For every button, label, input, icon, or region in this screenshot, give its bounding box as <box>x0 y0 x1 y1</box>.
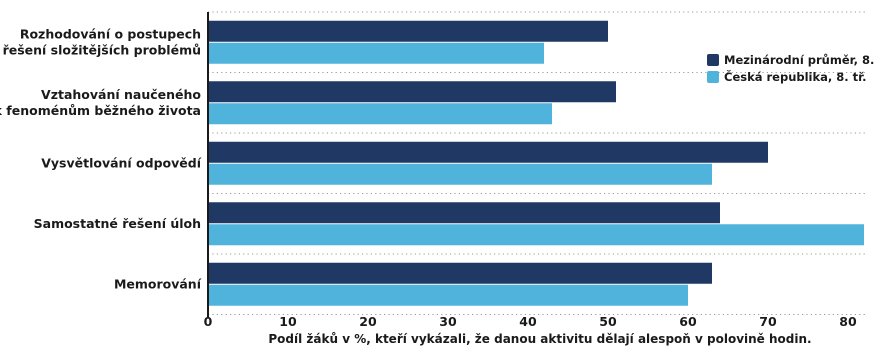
bar-czech-3 <box>208 224 864 246</box>
bar-czech-4 <box>208 284 688 306</box>
legend-label: Česká republika, 8. tř. <box>724 69 867 84</box>
x-tick-label: 70 <box>759 314 777 329</box>
bars <box>208 20 864 306</box>
category-label: Memorování <box>114 276 202 291</box>
bar-international-0 <box>208 20 608 42</box>
bar-international-3 <box>208 202 720 224</box>
x-axis-label: Podíl žáků v %, kteří vykázali, že danou… <box>268 332 811 346</box>
x-tick-label: 30 <box>439 314 457 329</box>
legend-swatch <box>707 54 719 66</box>
legend: Mezinárodní průměr, 8. tř. Česká republik… <box>707 53 878 84</box>
bar-czech-2 <box>208 163 712 185</box>
bar-czech-0 <box>208 42 544 64</box>
bar-international-4 <box>208 262 712 284</box>
x-tick-label: 20 <box>359 314 377 329</box>
x-tick-label: 50 <box>599 314 617 329</box>
bar-international-2 <box>208 141 768 163</box>
bar-international-1 <box>208 81 616 103</box>
legend-label: Mezinárodní průměr, 8. tř. <box>724 53 878 67</box>
x-tick-label: 40 <box>519 314 537 329</box>
x-tick-label: 10 <box>279 314 297 329</box>
x-tick-label: 80 <box>839 314 857 329</box>
category-labels: Rozhodování o postupech řešení složitější… <box>0 26 202 291</box>
category-label: Vysvětlování odpovědí <box>41 155 201 170</box>
bar-czech-1 <box>208 103 552 125</box>
x-tick-label: 0 <box>204 314 213 329</box>
category-separators <box>208 11 868 315</box>
legend-swatch <box>707 71 719 83</box>
category-label: Vztahování naučeného k fenoménům běžného … <box>0 87 201 118</box>
category-label: Rozhodování o postupech řešení složitější… <box>3 26 201 57</box>
category-label: Samostatné řešení úloh <box>34 216 201 231</box>
x-tick-labels: 0 10 20 30 40 50 60 70 80 <box>204 314 857 329</box>
x-tick-label: 60 <box>679 314 697 329</box>
